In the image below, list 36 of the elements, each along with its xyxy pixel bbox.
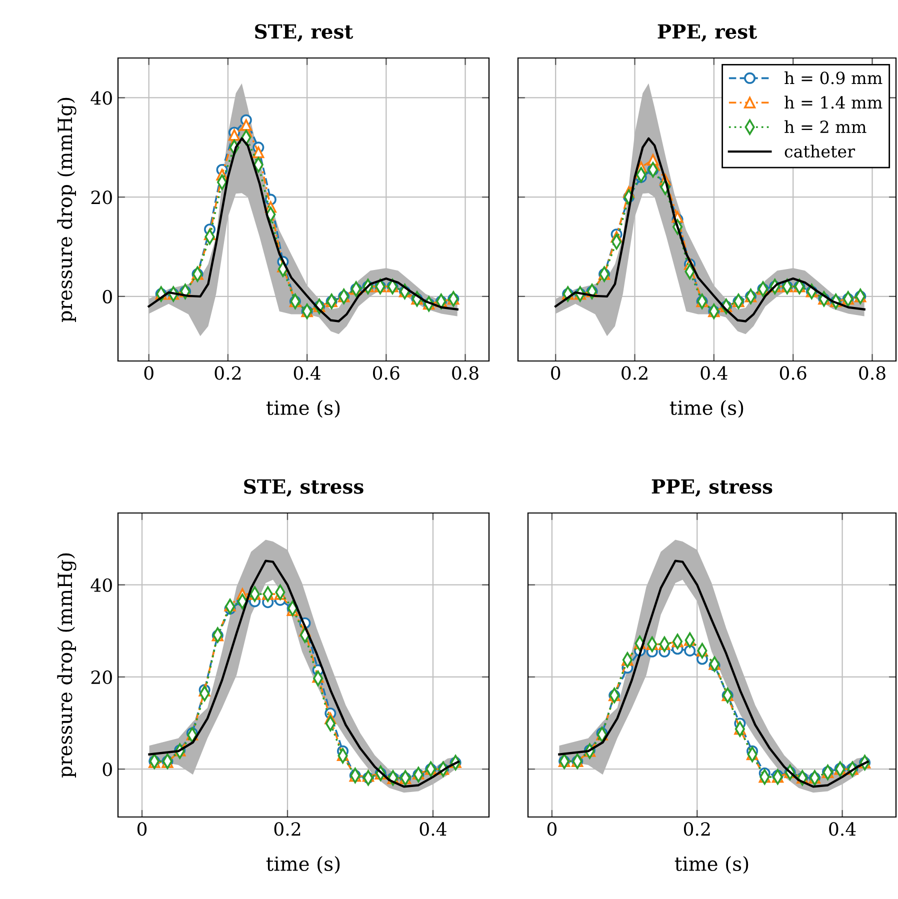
x-tick-label: 0.8	[859, 366, 886, 380]
y-axis-title: pressure drop (mmHg)	[57, 98, 76, 322]
legend-label: h = 2 mm	[784, 120, 866, 133]
y-tick-label: 20	[91, 670, 112, 684]
y-tick-label: 40	[90, 91, 112, 105]
x-tick-label: 0.2	[274, 822, 300, 836]
x-tick-label: 0.2	[684, 822, 710, 836]
x-tick-label: 0.4	[829, 822, 856, 836]
x-tick-label: 0	[137, 822, 147, 836]
x-tick-label: 0	[144, 366, 154, 380]
x-axis-title: time (s)	[674, 856, 748, 874]
x-tick-label: 0.4	[420, 822, 446, 836]
x-tick-label: 0.6	[780, 366, 806, 380]
legend-label: h = 0.9 mm	[784, 71, 882, 84]
chart-title: STE, rest	[255, 24, 354, 42]
y-tick-label: 40	[90, 578, 112, 592]
y-axis-title: pressure drop (mmHg)	[57, 553, 76, 778]
y-tick-label: 20	[91, 190, 112, 204]
x-axis-title: time (s)	[266, 400, 340, 418]
chart-title: PPE, rest	[658, 24, 757, 42]
legend-label: h = 1.4 mm	[784, 96, 882, 109]
x-tick-label: 0	[551, 366, 560, 380]
x-tick-label: 0.8	[452, 366, 478, 380]
x-tick-label: 0	[547, 822, 556, 836]
x-tick-label: 0.2	[622, 366, 648, 380]
y-tick-label: 0	[102, 762, 112, 776]
x-axis-title: time (s)	[670, 400, 744, 418]
x-axis-title: time (s)	[266, 856, 340, 874]
legend-label: catheter	[784, 144, 856, 158]
chart-title: PPE, stress	[652, 479, 772, 497]
x-tick-label: 0.2	[214, 366, 241, 380]
y-tick-label: 0	[102, 290, 112, 304]
chart-title: STE, stress	[244, 479, 364, 497]
x-tick-label: 0.6	[373, 366, 400, 380]
x-tick-label: 0.4	[700, 366, 728, 380]
x-tick-label: 0.4	[294, 366, 321, 380]
